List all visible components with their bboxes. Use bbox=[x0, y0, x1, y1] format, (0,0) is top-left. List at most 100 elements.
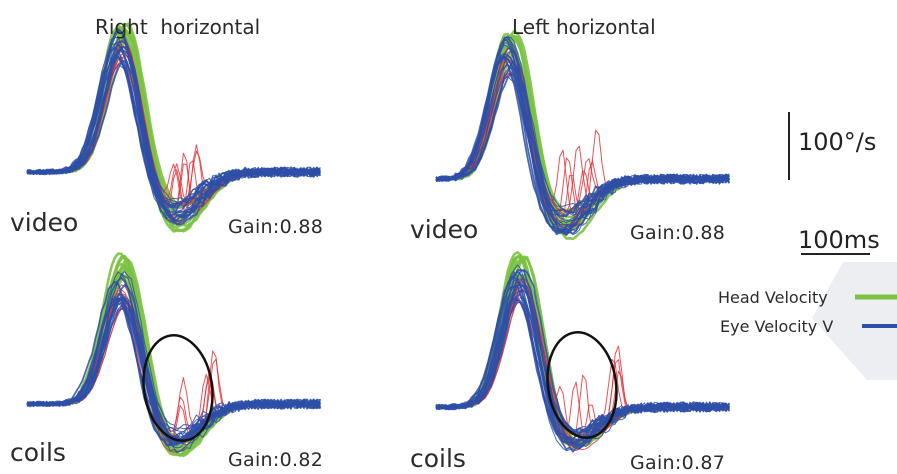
saccade-trace bbox=[26, 303, 321, 445]
eye-velocity-trace bbox=[435, 281, 730, 445]
eye-velocity-trace bbox=[435, 270, 730, 453]
eye-velocity-trace bbox=[26, 48, 322, 221]
eye-velocity-trace bbox=[435, 284, 730, 444]
head-velocity-trace bbox=[26, 28, 321, 225]
eye-velocity-trace bbox=[26, 284, 321, 444]
eye-velocity-trace bbox=[26, 273, 321, 445]
row-label-video-left: video bbox=[410, 215, 479, 244]
saccade-trace bbox=[26, 300, 321, 441]
eye-velocity-trace bbox=[26, 280, 322, 447]
head-velocity-trace bbox=[26, 267, 321, 450]
saccade-trace bbox=[435, 302, 730, 442]
saccade-trace bbox=[26, 289, 321, 445]
eye-velocity-trace bbox=[435, 271, 730, 452]
saccade-trace bbox=[435, 279, 730, 445]
eye-velocity-trace bbox=[26, 37, 321, 215]
head-velocity-trace bbox=[435, 276, 730, 446]
head-velocity-trace bbox=[26, 262, 321, 446]
eye-velocity-trace bbox=[435, 294, 730, 446]
eye-velocity-trace bbox=[26, 298, 321, 438]
saccade-highlight-ellipse bbox=[546, 331, 618, 439]
legend-head-label: Head Velocity bbox=[718, 288, 828, 307]
eye-velocity-trace bbox=[26, 297, 321, 447]
saccade-trace bbox=[26, 293, 321, 432]
head-velocity-trace bbox=[26, 254, 321, 453]
saccade-trace bbox=[435, 290, 730, 451]
eye-velocity-trace bbox=[26, 300, 321, 430]
gain-right-coils: Gain:0.82 bbox=[228, 449, 324, 471]
eye-velocity-trace bbox=[26, 44, 321, 211]
head-velocity-trace bbox=[26, 30, 321, 219]
head-velocity-trace bbox=[26, 255, 321, 450]
eye-velocity-trace bbox=[26, 46, 321, 224]
head-velocity-trace bbox=[26, 252, 321, 453]
eye-velocity-trace bbox=[26, 37, 321, 214]
head-velocity-trace bbox=[435, 258, 730, 450]
head-velocity-trace bbox=[26, 271, 321, 444]
eye-velocity-trace bbox=[436, 268, 730, 446]
eye-velocity-trace bbox=[26, 63, 321, 205]
eye-velocity-trace bbox=[26, 55, 321, 209]
gain-left-coils: Gain:0.87 bbox=[630, 452, 726, 474]
eye-velocity-trace bbox=[26, 302, 322, 443]
gain-left-video: Gain:0.88 bbox=[630, 222, 726, 244]
eye-velocity-trace bbox=[26, 303, 321, 435]
velocity-scale-label: 100°/s bbox=[798, 128, 877, 156]
head-velocity-trace bbox=[27, 271, 321, 457]
head-velocity-trace bbox=[26, 31, 321, 221]
saccade-trace bbox=[26, 53, 321, 223]
eye-velocity-trace bbox=[435, 301, 730, 444]
saccade-trace bbox=[435, 281, 730, 442]
eye-velocity-trace bbox=[26, 28, 321, 223]
head-velocity-trace bbox=[435, 274, 730, 446]
head-velocity-trace bbox=[26, 266, 321, 457]
eye-velocity-trace bbox=[26, 55, 321, 209]
eye-velocity-trace bbox=[26, 293, 321, 444]
panel-right-coils bbox=[26, 252, 322, 458]
head-velocity-trace bbox=[435, 255, 730, 446]
eye-velocity-trace bbox=[435, 297, 731, 446]
column-title-left: Left horizontal bbox=[512, 15, 656, 39]
eye-velocity-trace bbox=[435, 297, 730, 446]
head-velocity-trace bbox=[26, 258, 321, 445]
head-velocity-trace bbox=[435, 257, 731, 443]
head-velocity-trace bbox=[435, 255, 730, 449]
eye-velocity-trace bbox=[26, 28, 321, 221]
row-label-coils-left: coils bbox=[410, 444, 466, 473]
saccade-trace bbox=[26, 306, 321, 444]
eye-velocity-trace bbox=[26, 271, 321, 437]
eye-velocity-trace bbox=[26, 55, 321, 205]
eye-velocity-trace bbox=[26, 56, 321, 206]
legend-eye-label: Eye Velocity V bbox=[720, 317, 834, 336]
saccade-highlight-ellipse bbox=[142, 334, 214, 442]
head-velocity-trace bbox=[26, 264, 321, 443]
eye-velocity-trace bbox=[435, 284, 730, 447]
head-velocity-trace bbox=[435, 254, 730, 443]
head-velocity-trace bbox=[26, 41, 321, 217]
head-velocity-trace bbox=[26, 264, 321, 444]
saccade-trace bbox=[435, 288, 730, 437]
eye-velocity-trace bbox=[435, 276, 730, 441]
saccade-trace bbox=[26, 40, 321, 217]
head-velocity-trace bbox=[435, 274, 730, 448]
head-velocity-trace bbox=[26, 31, 322, 228]
eye-velocity-trace bbox=[26, 295, 321, 439]
eye-velocity-trace bbox=[26, 294, 321, 440]
head-velocity-trace bbox=[435, 251, 730, 448]
eye-velocity-trace bbox=[26, 308, 321, 449]
gain-right-video: Gain:0.88 bbox=[228, 216, 324, 238]
saccade-trace bbox=[26, 284, 321, 440]
eye-velocity-trace bbox=[26, 298, 321, 431]
eye-velocity-trace bbox=[435, 289, 730, 448]
eye-velocity-trace bbox=[435, 63, 730, 217]
eye-velocity-trace bbox=[435, 278, 730, 447]
eye-velocity-trace bbox=[26, 303, 321, 438]
panel-right-video bbox=[26, 22, 322, 233]
eye-velocity-trace bbox=[26, 276, 322, 444]
eye-velocity-trace bbox=[26, 40, 321, 218]
saccade-trace bbox=[26, 55, 321, 219]
row-label-video-right: video bbox=[10, 208, 79, 237]
eye-velocity-trace bbox=[26, 41, 321, 219]
eye-velocity-trace bbox=[26, 298, 322, 442]
